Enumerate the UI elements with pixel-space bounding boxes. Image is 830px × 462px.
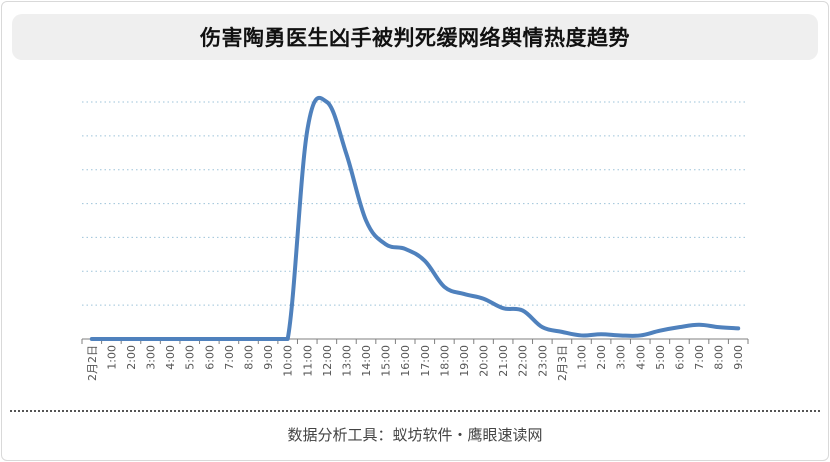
x-tick-label: 22:00 — [517, 345, 530, 377]
x-tick-label: 6:00 — [673, 345, 686, 370]
x-tick-label: 17:00 — [419, 345, 432, 377]
x-tick-label: 2月3日 — [556, 345, 569, 381]
x-tick-label: 19:00 — [458, 345, 471, 377]
x-tick-label: 5:00 — [654, 345, 667, 370]
x-tick-label: 3:00 — [615, 345, 628, 370]
x-tick-label: 14:00 — [360, 345, 373, 377]
x-tick-label: 18:00 — [438, 345, 451, 377]
x-tick-label: 9:00 — [262, 345, 275, 370]
x-tick-label: 10:00 — [282, 345, 295, 377]
x-tick-label: 2:00 — [595, 345, 608, 370]
x-tick-label: 2:00 — [125, 345, 138, 370]
footer-credit: 数据分析工具：蚁坊软件・鹰眼速读网 — [287, 426, 543, 444]
x-tick-label: 12:00 — [321, 345, 334, 377]
x-tick-label: 13:00 — [340, 345, 353, 377]
line-chart: 2月2日 1:00 2:00 3:00 4:00 5:00 6:00 7:00 8:00 9:00… — [81, 95, 749, 381]
x-tick-label: 4:00 — [164, 345, 177, 370]
x-tick-label: 1:00 — [105, 345, 118, 370]
x-tick-label: 2月2日 — [86, 345, 99, 381]
x-tick-label: 20:00 — [478, 345, 491, 377]
x-tick-label: 7:00 — [693, 345, 706, 370]
x-tick-label: 23:00 — [536, 345, 549, 377]
footer-divider — [10, 410, 820, 412]
x-tick-label: 11:00 — [301, 345, 314, 377]
x-tick-label: 21:00 — [497, 345, 510, 377]
chart-title: 伤害陶勇医生凶手被判死缓网络舆情热度趋势 — [200, 26, 630, 50]
x-tick-label: 8:00 — [243, 345, 256, 370]
series-line — [89, 95, 741, 341]
x-tick-label: 3:00 — [145, 345, 158, 370]
x-tick-label: 6:00 — [203, 345, 216, 370]
x-tick-label: 5:00 — [184, 345, 197, 370]
x-tick-label: 1:00 — [576, 345, 589, 370]
x-tick-label: 15:00 — [380, 345, 393, 377]
x-tick-label: 7:00 — [223, 345, 236, 370]
x-tick-label: 16:00 — [399, 345, 412, 377]
x-tick-label: 9:00 — [732, 345, 745, 370]
title-bar: 伤害陶勇医生凶手被判死缓网络舆情热度趋势 — [12, 14, 818, 60]
x-tick-label: 4:00 — [634, 345, 647, 370]
x-tick-label: 8:00 — [713, 345, 726, 370]
